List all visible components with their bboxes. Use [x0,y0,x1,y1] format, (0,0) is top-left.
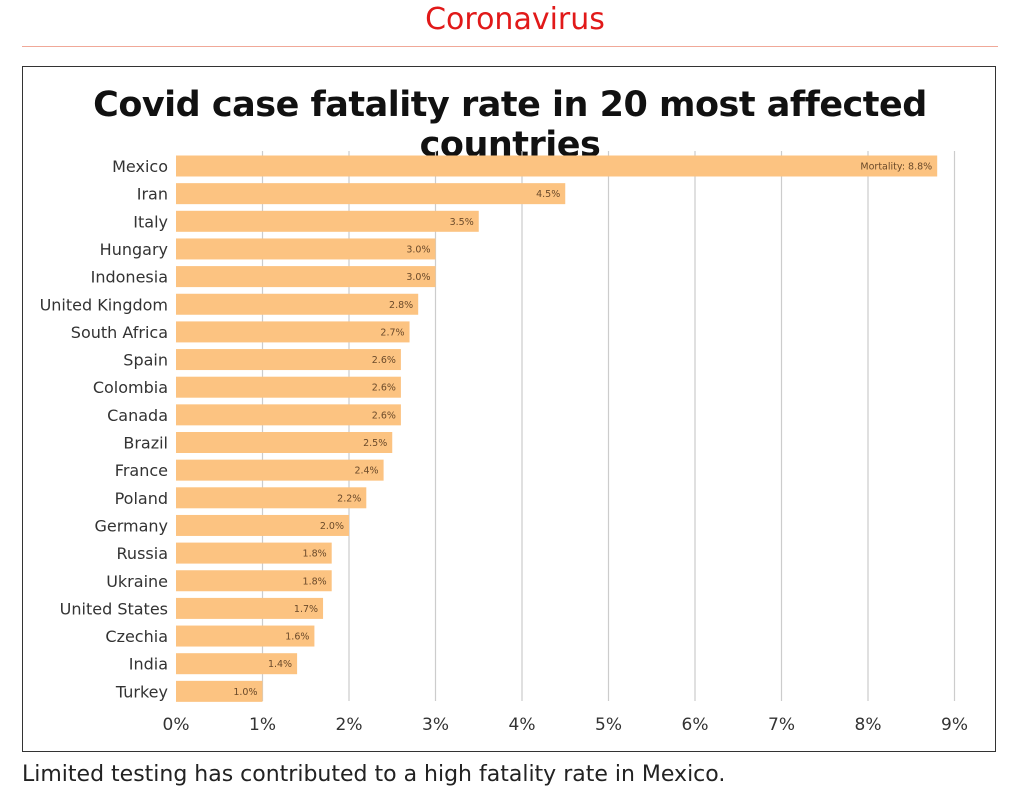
section-label[interactable]: Coronavirus [425,2,605,37]
data-label: 3.0% [406,244,430,255]
bar-chart: Mexico Iran Italy Hungary Indonesia United Ki… [40,151,968,735]
data-label: 2.2% [337,493,361,504]
chart-title: Covid case fatality rate in 20 most affe… [93,85,927,165]
category-labels: Mexico Iran Italy Hungary Indonesia United Ki… [40,157,168,701]
bar [176,432,393,453]
bar [176,321,410,343]
data-label: 2.6% [372,383,396,394]
category-label: Czechia [105,627,168,646]
x-tick-label: 7% [768,715,795,735]
category-label: Germany [94,516,168,535]
category-label: Iran [137,185,168,204]
x-axis-ticks: 0% 1% 2% 3% 4% 5% 6% 7% 8% 9% [163,715,968,735]
section-divider [22,46,998,47]
category-label: Colombia [93,378,168,397]
category-label: Russia [117,544,168,563]
bar [176,155,938,177]
bar [176,266,436,288]
category-label: India [129,655,168,674]
category-label: France [115,461,168,480]
category-label: Brazil [123,434,168,453]
data-label: 2.6% [372,410,396,421]
data-label: 2.5% [363,438,387,449]
data-label: 4.5% [536,189,560,200]
bar [176,570,332,592]
data-label: 1.7% [294,604,318,615]
bar-layer [176,155,938,702]
bar [176,349,401,371]
data-label: 2.7% [380,327,404,338]
bar [176,293,419,315]
data-label: 3.0% [406,272,430,283]
x-tick-label: 8% [855,715,882,735]
data-label: Mortality: 8.8% [860,162,932,173]
x-tick-label: 4% [509,715,536,735]
bar [176,238,436,260]
data-label: 1.8% [303,549,327,560]
category-label: Poland [115,489,168,508]
chart-frame: Covid case fatality rate in 20 most affe… [22,66,996,752]
category-label: Spain [123,351,168,370]
category-label: Turkey [115,682,168,701]
bar [176,680,263,702]
grid-layer [261,151,956,701]
category-label: Ukraine [106,572,168,591]
bar [176,487,367,509]
data-label: 2.6% [372,355,396,366]
data-label: 1.6% [285,632,309,643]
bar [176,542,332,564]
data-label: 2.8% [389,300,413,311]
category-label: Canada [107,406,168,425]
bar [176,404,401,426]
bar [176,210,479,232]
bar [176,653,298,675]
bar [176,597,324,619]
x-tick-label: 5% [595,715,622,735]
caption: Limited testing has contributed to a hig… [22,762,726,787]
bar [176,183,566,205]
data-label: 2.4% [354,466,378,477]
data-label: 1.8% [303,576,327,587]
x-tick-label: 6% [682,715,709,735]
bar [176,376,401,398]
category-label: Mexico [112,157,168,176]
data-label: 2.0% [320,521,344,532]
category-label: United States [60,599,168,618]
data-labels: Mortality: 8.8% 4.5% 3.5% 3.0% 3.0% 2.8% 2.7% 2… [233,162,932,698]
x-tick-label: 1% [249,715,276,735]
x-tick-label: 2% [336,715,363,735]
bar [176,625,315,647]
category-label: Indonesia [91,268,168,287]
x-tick-label: 3% [422,715,449,735]
category-label: Italy [133,212,168,231]
category-label: United Kingdom [40,295,168,314]
bar [176,514,349,536]
data-label: 1.0% [233,687,257,698]
data-label: 1.4% [268,659,292,670]
bar [176,459,384,481]
category-label: Hungary [100,240,168,259]
category-label: South Africa [71,323,168,342]
x-tick-label: 0% [163,715,190,735]
data-label: 3.5% [450,217,474,228]
x-tick-label: 9% [941,715,968,735]
